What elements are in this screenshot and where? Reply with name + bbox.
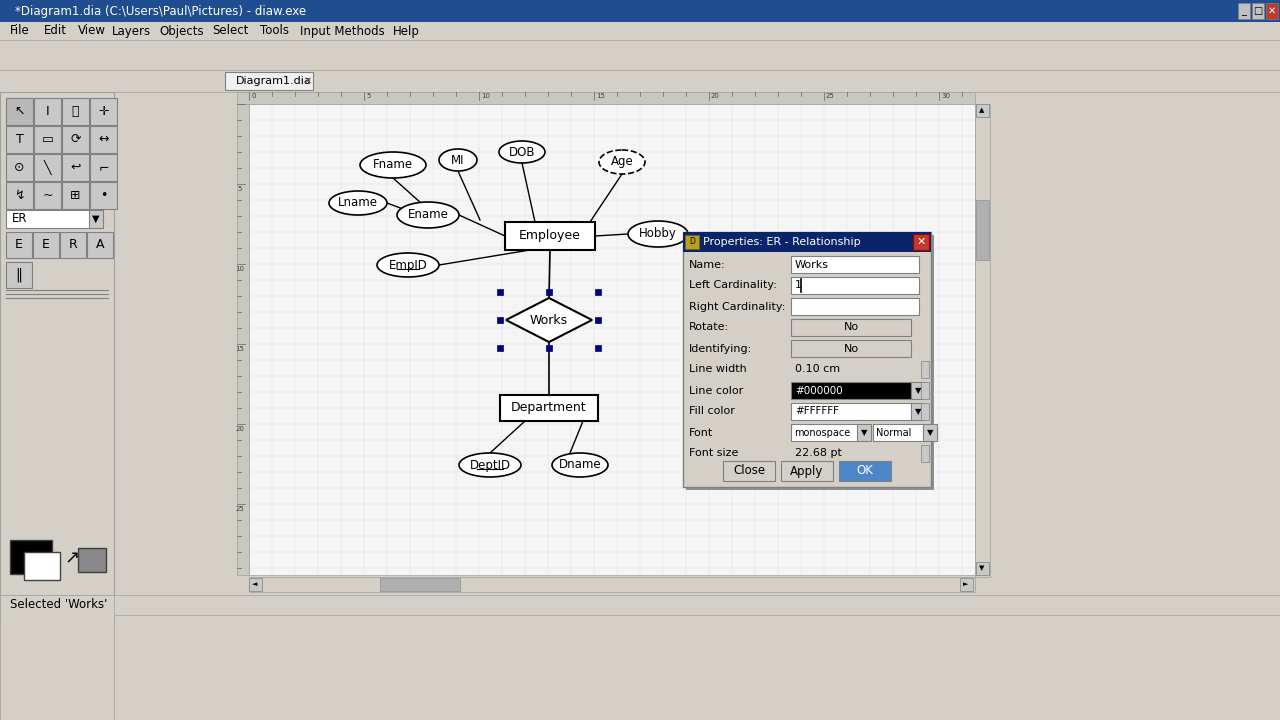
Text: Font size: Font size	[689, 449, 739, 459]
Text: Close: Close	[733, 464, 765, 477]
Text: Hobby: Hobby	[639, 228, 677, 240]
FancyBboxPatch shape	[595, 345, 602, 351]
FancyBboxPatch shape	[0, 0, 1280, 22]
FancyBboxPatch shape	[90, 126, 116, 153]
Text: Name:: Name:	[689, 259, 726, 269]
Text: Ename: Ename	[407, 209, 448, 222]
FancyBboxPatch shape	[684, 232, 931, 252]
Text: 0.10 cm: 0.10 cm	[795, 364, 840, 374]
Text: Fname: Fname	[372, 158, 413, 171]
Ellipse shape	[378, 253, 439, 277]
Text: Identifying:: Identifying:	[689, 343, 753, 354]
Text: Employee: Employee	[520, 230, 581, 243]
Text: ↗: ↗	[64, 549, 79, 567]
Text: E: E	[42, 238, 50, 251]
Text: ▼: ▼	[927, 428, 933, 437]
Ellipse shape	[628, 221, 689, 247]
Text: R: R	[69, 238, 77, 251]
Text: ▼: ▼	[915, 386, 922, 395]
Text: ✕: ✕	[303, 76, 312, 86]
Text: 10: 10	[481, 93, 490, 99]
Text: Select: Select	[212, 24, 248, 37]
Ellipse shape	[460, 453, 521, 477]
Text: Line color: Line color	[689, 385, 744, 395]
FancyBboxPatch shape	[911, 403, 925, 420]
FancyBboxPatch shape	[6, 126, 33, 153]
Text: ✛: ✛	[99, 105, 109, 118]
Text: _: _	[1242, 6, 1247, 16]
Text: 1: 1	[795, 281, 803, 290]
FancyBboxPatch shape	[250, 577, 975, 592]
Text: Tools: Tools	[260, 24, 288, 37]
FancyBboxPatch shape	[90, 210, 102, 228]
FancyBboxPatch shape	[237, 104, 250, 575]
Ellipse shape	[599, 150, 645, 174]
FancyBboxPatch shape	[380, 578, 460, 591]
FancyBboxPatch shape	[911, 382, 925, 399]
FancyBboxPatch shape	[977, 104, 989, 117]
FancyBboxPatch shape	[10, 540, 52, 574]
Text: Normal: Normal	[876, 428, 911, 438]
Text: MI: MI	[452, 153, 465, 166]
Text: #FFFFFF: #FFFFFF	[795, 407, 838, 416]
Text: monospace: monospace	[794, 428, 850, 438]
FancyBboxPatch shape	[225, 72, 314, 90]
Text: □: □	[1253, 6, 1262, 16]
FancyBboxPatch shape	[500, 395, 598, 421]
FancyBboxPatch shape	[913, 234, 929, 250]
Text: •: •	[100, 189, 108, 202]
FancyBboxPatch shape	[0, 70, 1280, 92]
FancyBboxPatch shape	[858, 424, 870, 441]
FancyBboxPatch shape	[6, 182, 33, 209]
FancyBboxPatch shape	[60, 232, 86, 258]
FancyBboxPatch shape	[923, 424, 937, 441]
FancyBboxPatch shape	[61, 154, 90, 181]
Text: Objects: Objects	[159, 24, 204, 37]
Text: 15: 15	[236, 346, 244, 352]
FancyBboxPatch shape	[35, 182, 61, 209]
Text: ‖: ‖	[15, 268, 23, 282]
FancyBboxPatch shape	[1238, 3, 1251, 19]
Text: 25: 25	[826, 93, 835, 99]
Text: I: I	[46, 105, 50, 118]
FancyBboxPatch shape	[35, 98, 61, 125]
Text: D: D	[689, 238, 695, 246]
Text: File: File	[10, 24, 29, 37]
Text: ✕: ✕	[916, 237, 925, 247]
Text: 25: 25	[236, 506, 244, 512]
FancyBboxPatch shape	[791, 256, 919, 273]
Text: No: No	[844, 343, 859, 354]
FancyBboxPatch shape	[791, 382, 911, 399]
Text: ▭: ▭	[42, 133, 54, 146]
FancyBboxPatch shape	[791, 403, 911, 420]
FancyBboxPatch shape	[237, 92, 975, 104]
Text: A: A	[96, 238, 104, 251]
FancyBboxPatch shape	[497, 345, 503, 351]
Text: 20: 20	[236, 426, 244, 432]
FancyBboxPatch shape	[250, 578, 262, 591]
Text: ►: ►	[964, 581, 969, 587]
FancyBboxPatch shape	[78, 548, 106, 572]
FancyBboxPatch shape	[922, 361, 929, 378]
Text: Lname: Lname	[338, 197, 378, 210]
Text: OK: OK	[856, 464, 873, 477]
Text: ↩: ↩	[70, 161, 81, 174]
FancyBboxPatch shape	[90, 182, 116, 209]
FancyBboxPatch shape	[250, 104, 975, 575]
Text: 30: 30	[941, 93, 950, 99]
Text: T: T	[15, 133, 23, 146]
FancyBboxPatch shape	[6, 210, 91, 228]
Text: ▲: ▲	[979, 107, 984, 113]
Text: 5: 5	[366, 93, 370, 99]
Text: Works: Works	[795, 259, 829, 269]
Text: Edit: Edit	[44, 24, 67, 37]
FancyBboxPatch shape	[506, 222, 595, 250]
Text: Department: Department	[511, 402, 586, 415]
Text: 15: 15	[596, 93, 605, 99]
Text: ▼: ▼	[860, 428, 868, 437]
Text: 🔍: 🔍	[72, 105, 79, 118]
FancyBboxPatch shape	[977, 200, 989, 260]
Text: *Diagram1.dia (C:\Users\Paul\Pictures) - diaw.exe: *Diagram1.dia (C:\Users\Paul\Pictures) -…	[15, 4, 306, 17]
Text: ✕: ✕	[1268, 6, 1276, 16]
